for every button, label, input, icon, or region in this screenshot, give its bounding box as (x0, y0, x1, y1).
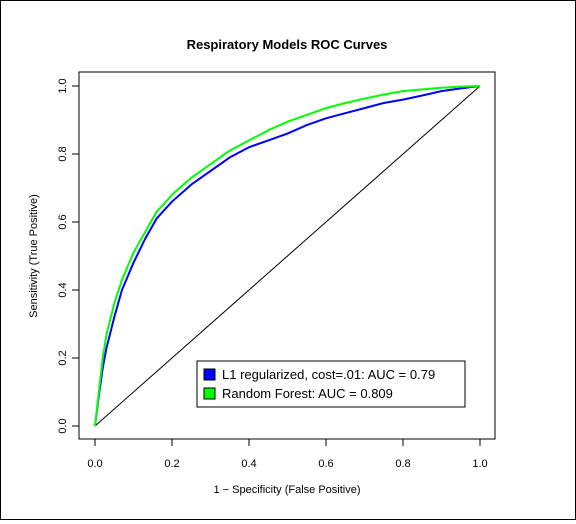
x-tick-label: 0.2 (164, 458, 179, 470)
x-axis-label: 1 − Specificity (False Positive) (213, 484, 360, 496)
y-tick-label: 0.6 (57, 214, 69, 229)
y-tick-label: 0.0 (57, 418, 69, 433)
legend-box (196, 360, 466, 408)
reference-diagonal-line (94, 85, 481, 427)
legend-swatch-random-forest (203, 387, 216, 400)
legend: L1 regularized, cost=.01: AUC = 0.79 Ran… (196, 360, 466, 408)
x-tick-label: 0.4 (241, 458, 256, 470)
x-tick-label: 0.0 (87, 458, 102, 470)
l1-regularized-roc-curve (94, 85, 481, 427)
chart-title: Respiratory Models ROC Curves (187, 37, 388, 52)
x-tick-label: 0.8 (395, 458, 410, 470)
legend-swatch-l1 (203, 368, 216, 381)
random-forest-roc-curve (94, 85, 481, 427)
y-axis-label: Sensitivity (True Positive) (28, 194, 40, 318)
series-layer (94, 85, 481, 427)
x-tick-label: 1.0 (472, 458, 487, 470)
y-tick-label: 1.0 (57, 78, 69, 93)
legend-label-l1: L1 regularized, cost=.01: AUC = 0.79 (222, 367, 435, 382)
y-axis: 0.0 0.2 0.4 0.6 0.8 1.0 (57, 78, 80, 434)
x-tick-label: 0.6 (318, 458, 333, 470)
legend-label-random-forest: Random Forest: AUC = 0.809 (222, 386, 393, 401)
y-tick-label: 0.2 (57, 350, 69, 365)
y-tick-label: 0.8 (57, 146, 69, 161)
x-axis: 0.0 0.2 0.4 0.6 0.8 1.0 (87, 438, 488, 470)
y-tick-label: 0.4 (57, 282, 69, 297)
